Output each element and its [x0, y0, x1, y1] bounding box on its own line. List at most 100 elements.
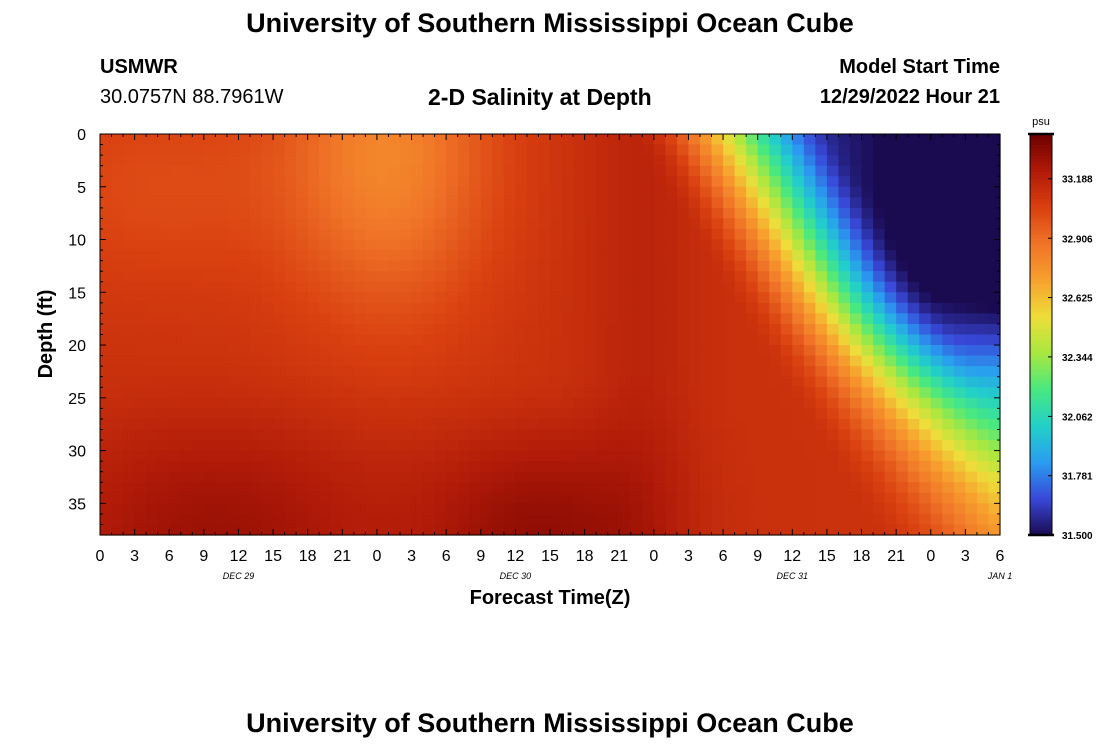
heatmap-cell — [192, 334, 205, 346]
heatmap-cell — [226, 239, 240, 251]
heatmap-cell — [769, 376, 782, 388]
heatmap-cell — [780, 323, 793, 336]
heatmap-cell — [250, 387, 263, 399]
heatmap-cell — [192, 355, 205, 367]
heatmap-cell — [123, 218, 136, 230]
x-tick-label: 18 — [299, 548, 317, 565]
heatmap-cell — [250, 239, 263, 251]
heatmap-cell — [630, 313, 643, 325]
heatmap-cell — [861, 186, 874, 198]
heatmap-cell — [561, 218, 574, 230]
heatmap-cell — [111, 450, 124, 462]
heatmap-cell — [330, 218, 343, 230]
heatmap-cell — [884, 387, 897, 399]
heatmap-cell — [411, 345, 424, 357]
heatmap-cell — [146, 334, 159, 346]
heatmap-cell — [550, 345, 563, 357]
heatmap-cell — [134, 355, 147, 367]
heatmap-cell — [942, 313, 955, 325]
heatmap-cell — [573, 144, 586, 156]
heatmap-cell — [815, 397, 828, 409]
heatmap-cell — [284, 260, 297, 272]
heatmap-cell — [434, 524, 447, 536]
heatmap-cell — [757, 408, 770, 420]
heatmap-cell — [907, 492, 920, 504]
heatmap-cell — [330, 345, 343, 357]
heatmap-cell — [700, 334, 713, 346]
heatmap-cell — [134, 292, 147, 304]
heatmap-cell — [919, 292, 932, 304]
heatmap-cell — [838, 144, 851, 156]
heatmap-cell — [157, 292, 170, 304]
heatmap-cell — [457, 207, 470, 220]
heatmap-cell — [400, 207, 413, 220]
heatmap-cell — [965, 450, 978, 462]
colorbar-swatch — [1030, 331, 1052, 336]
heatmap-cell — [861, 440, 874, 452]
heatmap-cell — [584, 450, 597, 462]
heatmap-cell — [907, 440, 920, 452]
heatmap-cell — [942, 345, 955, 357]
heatmap-cell — [746, 228, 759, 241]
heatmap-cell — [423, 345, 436, 357]
heatmap-cell — [538, 313, 551, 325]
heatmap-cell — [296, 239, 309, 251]
heatmap-cell — [111, 292, 124, 304]
heatmap-cell — [538, 176, 551, 188]
heatmap-cell — [100, 292, 113, 304]
heatmap-cell — [123, 450, 136, 462]
heatmap-cell — [376, 429, 390, 441]
heatmap-cell — [123, 471, 136, 483]
heatmap-cell — [226, 503, 240, 515]
heatmap-cell — [619, 482, 632, 494]
heatmap-cell — [123, 376, 136, 388]
heatmap-cell — [907, 323, 920, 336]
heatmap-cell — [723, 397, 736, 409]
heatmap-cell — [284, 376, 297, 388]
heatmap-cell — [123, 429, 136, 441]
heatmap-cell — [146, 144, 159, 156]
heatmap-cell — [757, 482, 770, 494]
heatmap-cell — [469, 144, 482, 156]
heatmap-cell — [180, 450, 193, 462]
heatmap-cell — [769, 144, 782, 156]
heatmap-cell — [769, 260, 782, 272]
heatmap-cell — [503, 376, 516, 388]
heatmap-cell — [953, 376, 966, 388]
heatmap-cell — [192, 503, 205, 515]
heatmap-cell — [192, 461, 205, 473]
heatmap-cell — [550, 471, 563, 483]
heatmap-cell — [342, 281, 355, 293]
heatmap-cell — [538, 376, 551, 388]
heatmap-cell — [146, 165, 159, 177]
heatmap-cell — [400, 134, 413, 146]
heatmap-cell — [826, 461, 840, 473]
heatmap-cell — [734, 397, 747, 409]
heatmap-cell — [342, 461, 355, 473]
heatmap-cell — [446, 250, 459, 262]
heatmap-cell — [734, 482, 747, 494]
heatmap-cell — [700, 461, 713, 473]
heatmap-cell — [630, 429, 643, 441]
colorbar-swatch — [1030, 494, 1052, 499]
heatmap-cell — [353, 186, 366, 198]
heatmap-cell — [480, 260, 493, 272]
heatmap-cell — [561, 334, 574, 346]
heatmap-cell — [250, 176, 263, 188]
heatmap-cell — [665, 334, 678, 346]
heatmap-cell — [642, 239, 655, 251]
heatmap-cell — [965, 524, 978, 536]
heatmap-cell — [400, 218, 413, 230]
heatmap-cell — [769, 271, 782, 283]
heatmap-cell — [250, 281, 263, 293]
heatmap-cell — [665, 207, 678, 220]
heatmap-cell — [400, 524, 413, 536]
heatmap-cell — [376, 355, 390, 367]
heatmap-cell — [376, 260, 390, 272]
heatmap-cell — [376, 134, 390, 146]
heatmap-cell — [296, 366, 309, 378]
heatmap-cell — [942, 207, 955, 220]
heatmap-cell — [446, 513, 459, 526]
heatmap-cell — [919, 144, 932, 156]
heatmap-cell — [238, 218, 251, 230]
